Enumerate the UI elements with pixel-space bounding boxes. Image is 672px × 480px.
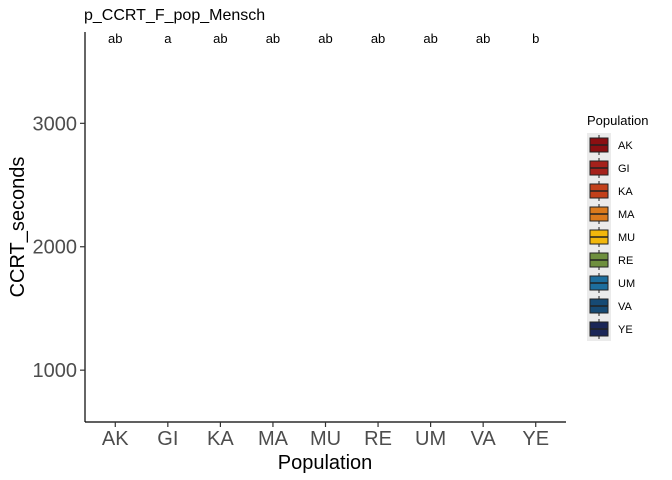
significance-label: b xyxy=(532,31,539,46)
significance-label: a xyxy=(164,31,172,46)
legend-item: YE xyxy=(589,319,633,339)
x-axis-ticks: AK GI KA MA MU RE UM VA YE xyxy=(102,422,549,450)
legend-label: MU xyxy=(618,232,635,244)
legend-item: VA xyxy=(589,296,633,316)
x-tick-label: YE xyxy=(522,428,549,450)
x-tick-label: MA xyxy=(258,428,289,450)
legend-label: UM xyxy=(618,278,635,290)
legend-item: KA xyxy=(589,181,633,201)
significance-label: ab xyxy=(108,31,122,46)
legend-item: UM xyxy=(589,273,635,293)
significance-label: ab xyxy=(371,31,385,46)
legend-item: AK xyxy=(589,135,633,155)
legend-label: GI xyxy=(618,163,630,175)
legend-item: MU xyxy=(589,227,635,247)
x-tick-label: MU xyxy=(310,428,341,450)
legend: Population AK GI KA MA MU RE UM VA YE xyxy=(587,113,648,341)
significance-label: ab xyxy=(476,31,490,46)
significance-label: ab xyxy=(423,31,437,46)
significance-labels: ab a ab ab ab ab ab ab b xyxy=(108,31,539,46)
legend-label: AK xyxy=(618,140,633,152)
legend-item: RE xyxy=(589,250,633,270)
x-tick-label: KA xyxy=(207,428,234,450)
x-tick-label: AK xyxy=(102,428,129,450)
chart-title: p_CCRT_F_pop_Mensch xyxy=(84,7,265,24)
y-tick-label: 2000 xyxy=(33,237,78,259)
significance-label: ab xyxy=(318,31,332,46)
legend-title: Population xyxy=(587,113,648,128)
legend-label: YE xyxy=(618,324,633,336)
legend-label: KA xyxy=(618,186,633,198)
y-axis-ticks: 1000 2000 3000 xyxy=(33,113,85,382)
y-axis-title: CCRT_seconds xyxy=(7,157,29,298)
x-axis-title: Population xyxy=(278,452,373,474)
legend-item: MA xyxy=(589,204,635,224)
significance-label: ab xyxy=(213,31,227,46)
x-tick-label: GI xyxy=(157,428,178,450)
y-tick-label: 1000 xyxy=(33,360,78,382)
x-tick-label: VA xyxy=(471,428,497,450)
legend-items: AK GI KA MA MU RE UM VA YE xyxy=(589,135,635,339)
legend-label: MA xyxy=(618,209,635,221)
y-tick-label: 3000 xyxy=(33,113,78,135)
x-tick-label: RE xyxy=(364,428,392,450)
x-tick-label: UM xyxy=(415,428,446,450)
legend-label: RE xyxy=(618,255,633,267)
legend-item: GI xyxy=(589,158,630,178)
legend-label: VA xyxy=(618,301,633,313)
significance-label: ab xyxy=(266,31,280,46)
